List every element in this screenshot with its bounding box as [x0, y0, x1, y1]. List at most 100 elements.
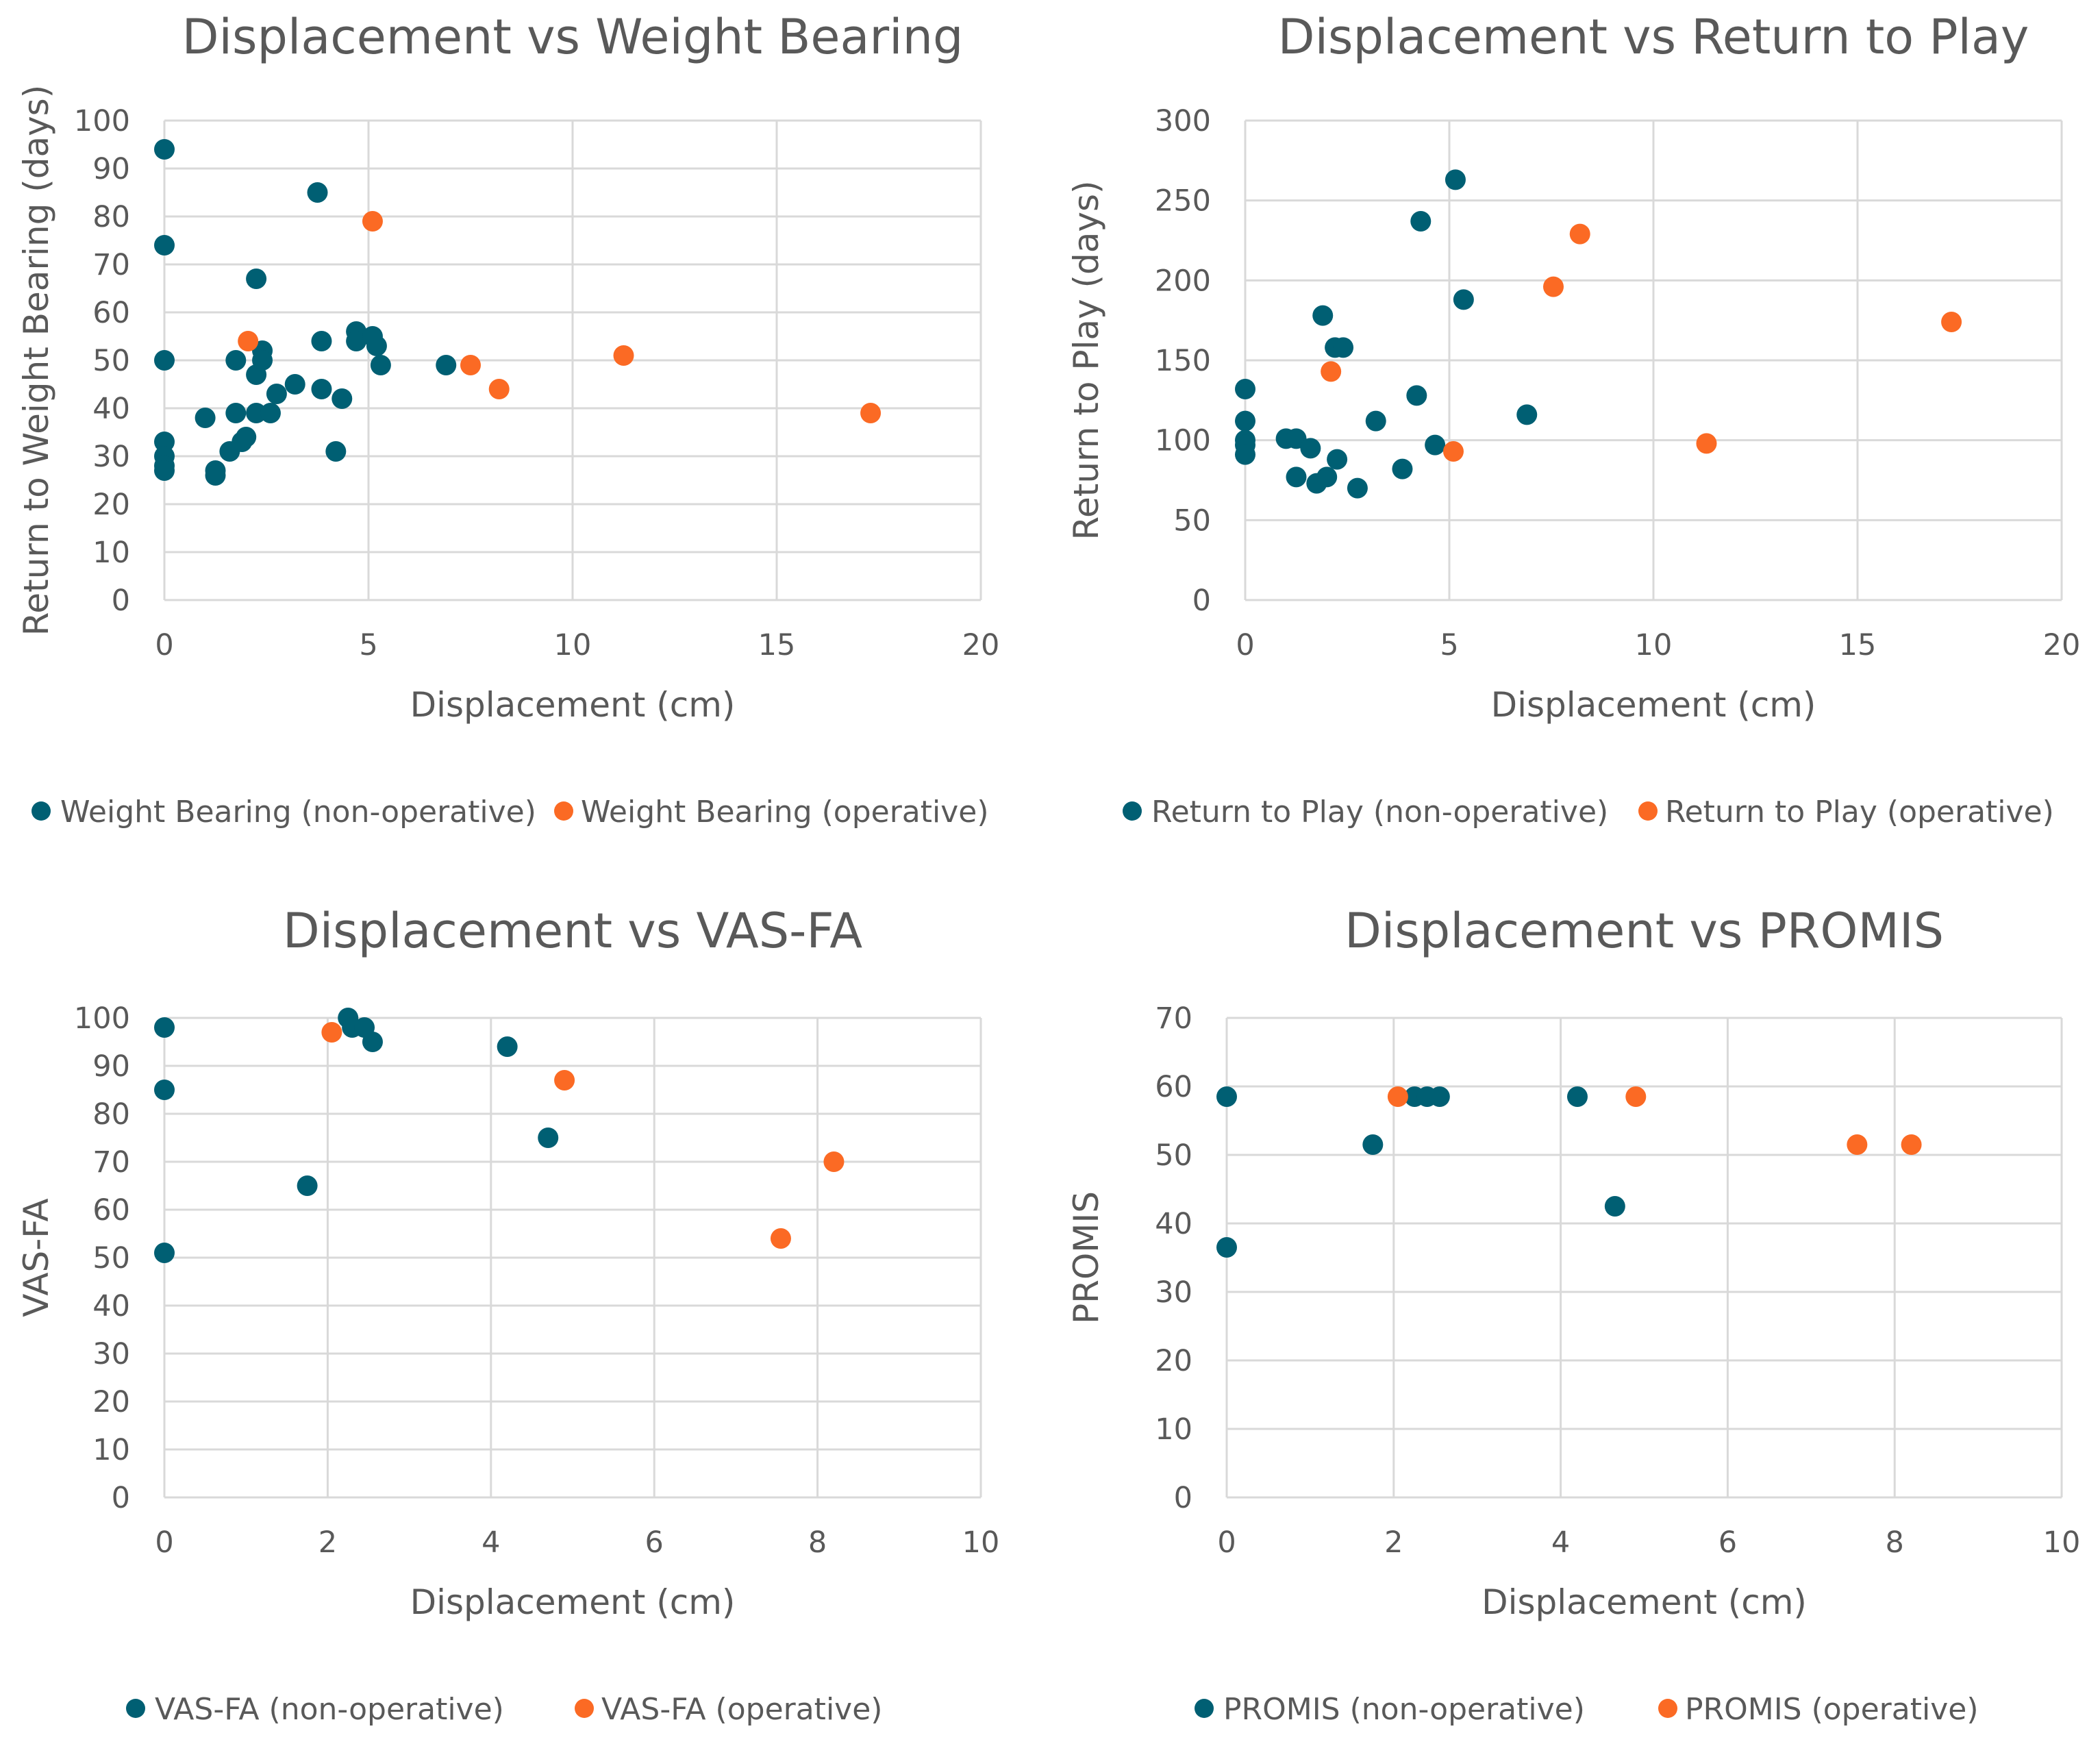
legend-marker-non-operative — [1195, 1699, 1214, 1718]
data-point — [246, 403, 267, 423]
series-operative — [321, 1022, 845, 1249]
x-tick-label: 20 — [2043, 628, 2081, 662]
data-point — [1300, 438, 1321, 459]
x-tick-label: 4 — [482, 1525, 500, 1560]
data-point — [1445, 169, 1466, 190]
x-tick-label: 2 — [1384, 1525, 1403, 1560]
chart-promis: Displacement vs PROMIS 0 10 20 30 40 50 60 70 0 2 4… — [1050, 872, 2100, 1744]
x-tick-label: 0 — [1217, 1525, 1236, 1560]
data-point — [154, 350, 175, 371]
y-tick-label: 50 — [92, 344, 130, 378]
y-tick-label: 250 — [1155, 184, 1211, 219]
y-axis-title: Return to Play (days) — [1066, 180, 1106, 540]
data-point — [332, 388, 353, 409]
data-point — [1392, 458, 1413, 479]
legend-marker-non-operative — [1123, 801, 1142, 821]
gridlines — [1225, 1017, 2063, 1499]
data-point — [554, 1070, 575, 1091]
legend-marker-operative — [1658, 1699, 1677, 1718]
data-point — [362, 1032, 383, 1052]
data-point — [1442, 441, 1464, 462]
y-tick-label: 30 — [92, 440, 130, 474]
data-point — [823, 1151, 845, 1172]
legend-label-non-operative: VAS-FA (non-operative) — [155, 1692, 504, 1727]
gridlines — [1244, 119, 2063, 601]
data-point — [346, 331, 367, 351]
y-tick-label: 150 — [1155, 344, 1211, 378]
y-tick-label: 0 — [1192, 584, 1211, 618]
data-point — [1406, 385, 1427, 406]
x-tick-label: 2 — [318, 1525, 337, 1560]
data-point — [325, 441, 347, 462]
x-tick-label: 5 — [1440, 628, 1458, 662]
y-tick-label: 60 — [1155, 1070, 1192, 1104]
y-tick-label: 60 — [92, 296, 130, 330]
series-operative — [1387, 1086, 1922, 1155]
data-point — [1316, 466, 1338, 488]
data-point — [1235, 444, 1255, 465]
legend-label-operative: Return to Play (operative) — [1665, 795, 2054, 830]
x-axis-title: Displacement (cm) — [1482, 1582, 1807, 1622]
data-point — [154, 432, 175, 452]
x-tick-label: 6 — [1718, 1525, 1737, 1560]
y-tick-label: 50 — [1173, 503, 1211, 538]
series-non-operative — [1235, 169, 1538, 499]
y-tick-label: 50 — [92, 1241, 130, 1275]
y-tick-label: 90 — [92, 152, 130, 186]
chart-title: Displacement vs Weight Bearing — [182, 9, 964, 65]
x-tick-label: 0 — [155, 628, 173, 662]
data-point — [1453, 289, 1474, 310]
data-point — [311, 331, 332, 351]
chart-weight-bearing: Displacement vs Weight Bearing 0 10 20 30 40 5… — [0, 0, 1050, 872]
x-axis-title: Displacement (cm) — [1491, 685, 1816, 725]
y-tick-label: 100 — [74, 1001, 130, 1036]
x-tick-label: 4 — [1551, 1525, 1570, 1560]
data-point — [370, 355, 391, 375]
legend-label-non-operative: PROMIS (non-operative) — [1223, 1692, 1585, 1727]
chart-title: Displacement vs PROMIS — [1345, 903, 1944, 959]
y-axis-title: Return to Weight Bearing (days) — [16, 85, 56, 636]
data-point — [1604, 1196, 1625, 1217]
y-tick-label: 30 — [92, 1337, 130, 1371]
x-tick-label: 10 — [554, 628, 592, 662]
y-tick-label: 20 — [1155, 1344, 1192, 1378]
data-point — [252, 350, 273, 371]
x-axis-title: Displacement (cm) — [410, 685, 736, 725]
x-tick-label: 15 — [1839, 628, 1877, 662]
y-tick-label: 0 — [112, 1481, 130, 1515]
x-tick-label: 0 — [1236, 628, 1254, 662]
legend-label-operative: Weight Bearing (operative) — [581, 795, 989, 830]
data-point — [1333, 337, 1354, 358]
chart-svg: Displacement vs Return to Play0501001502… — [1066, 9, 2081, 830]
y-axis-title: VAS-FA — [16, 1198, 56, 1317]
x-tick-label: 5 — [359, 628, 377, 662]
data-point — [613, 345, 634, 366]
y-tick-label: 60 — [92, 1193, 130, 1228]
x-tick-label: 20 — [962, 628, 1000, 662]
series-operative — [1321, 223, 1962, 462]
y-tick-label: 100 — [1155, 424, 1211, 458]
gridlines — [163, 119, 982, 601]
data-point — [154, 1080, 175, 1100]
data-point — [321, 1022, 342, 1043]
data-point — [362, 211, 383, 232]
data-point — [1566, 1086, 1588, 1107]
data-point — [460, 355, 481, 375]
y-tick-label: 70 — [1155, 1001, 1192, 1036]
x-tick-label: 10 — [2043, 1525, 2081, 1560]
series-non-operative — [154, 139, 457, 486]
y-tick-label: 20 — [92, 1385, 130, 1419]
gridlines — [163, 1017, 982, 1499]
y-tick-label: 100 — [74, 104, 130, 138]
data-point — [497, 1036, 518, 1057]
chart-svg: Displacement vs Weight Bearing 0 10 20 30 40 5… — [16, 9, 1000, 830]
legend-marker-non-operative — [32, 801, 51, 821]
data-point — [1387, 1086, 1408, 1107]
y-tick-label: 10 — [92, 536, 130, 570]
legend-label-operative: VAS-FA (operative) — [601, 1692, 882, 1727]
y-tick-label: 40 — [92, 1289, 130, 1323]
data-point — [538, 1128, 559, 1148]
y-tick-label: 40 — [1155, 1207, 1192, 1241]
data-point — [154, 139, 175, 160]
chart-return-to-play: Displacement vs Return to Play 0 50 100 150 2… — [1050, 0, 2100, 872]
